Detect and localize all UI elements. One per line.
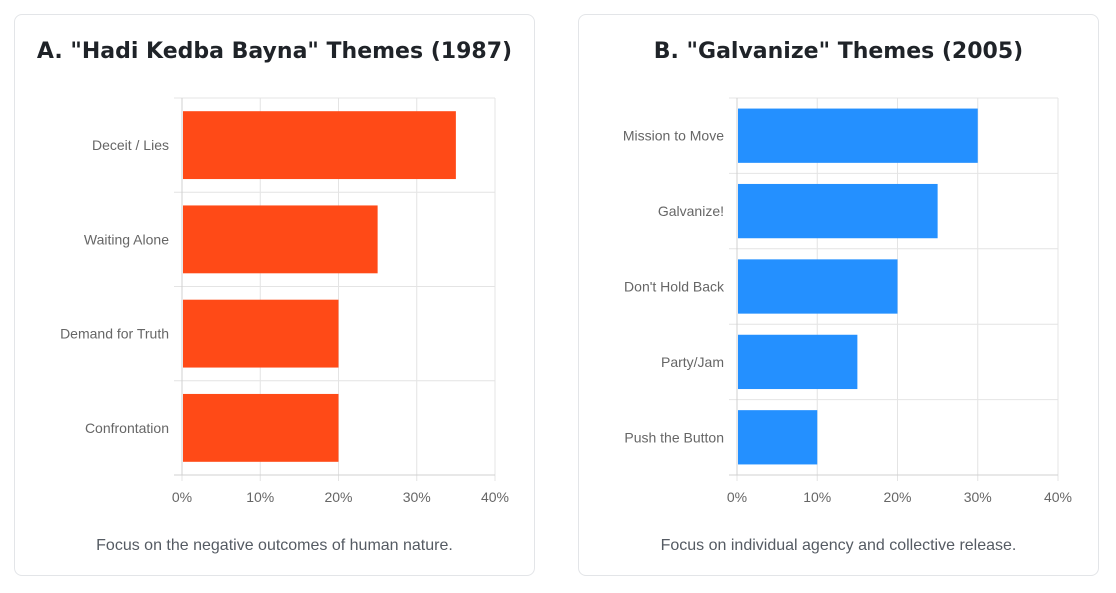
chart-card-b: B. "Galvanize" Themes (2005) 0% 10% 20% 30%…: [578, 14, 1099, 576]
chart-caption: Focus on individual agency and collectiv…: [660, 537, 1017, 554]
y-category-label: Deceit / Lies: [92, 137, 169, 153]
x-tick-label: 10%: [803, 489, 831, 505]
bar: [738, 108, 978, 163]
x-tick-label: 20%: [324, 489, 352, 505]
bar: [738, 334, 858, 390]
x-tick-label: 40%: [481, 489, 509, 505]
y-category-label: Confrontation: [85, 420, 169, 436]
x-tick-label: 10%: [246, 489, 274, 505]
y-category-label: Push the Button: [624, 429, 724, 445]
chart-caption: Focus on the negative outcomes of human …: [96, 537, 453, 554]
bar: [738, 410, 818, 465]
bar: [738, 259, 898, 314]
bar-chart-b: 0% 10% 20% 30% 40% Mission to Move Galvanize! D…: [623, 97, 1072, 505]
x-tick-label: 30%: [964, 489, 992, 505]
bar: [183, 205, 378, 274]
x-tick-label: 0%: [727, 489, 747, 505]
x-tick-label: 20%: [883, 489, 911, 505]
y-category-label: Mission to Move: [623, 128, 724, 144]
y-category-label: Galvanize!: [658, 203, 724, 219]
chart-card-a: A. "Hadi Kedba Bayna" Themes (1987) 0% 10…: [14, 14, 535, 576]
x-tick-label: 40%: [1044, 489, 1072, 505]
x-tick-label: 0%: [172, 489, 192, 505]
bar-chart-a: 0% 10% 20% 30% 40% Deceit / Lies Waiting Alone…: [60, 97, 509, 505]
chart-title: A. "Hadi Kedba Bayna" Themes (1987): [36, 39, 513, 64]
y-category-label: Don't Hold Back: [624, 279, 725, 295]
bar: [183, 299, 339, 368]
y-category-label: Demand for Truth: [60, 326, 169, 342]
bar: [183, 393, 339, 462]
x-tick-label: 30%: [403, 489, 431, 505]
bar: [738, 183, 938, 239]
bar: [183, 111, 456, 180]
y-category-label: Party/Jam: [661, 354, 724, 370]
y-category-label: Waiting Alone: [84, 231, 169, 247]
chart-title: B. "Galvanize" Themes (2005): [653, 39, 1024, 64]
